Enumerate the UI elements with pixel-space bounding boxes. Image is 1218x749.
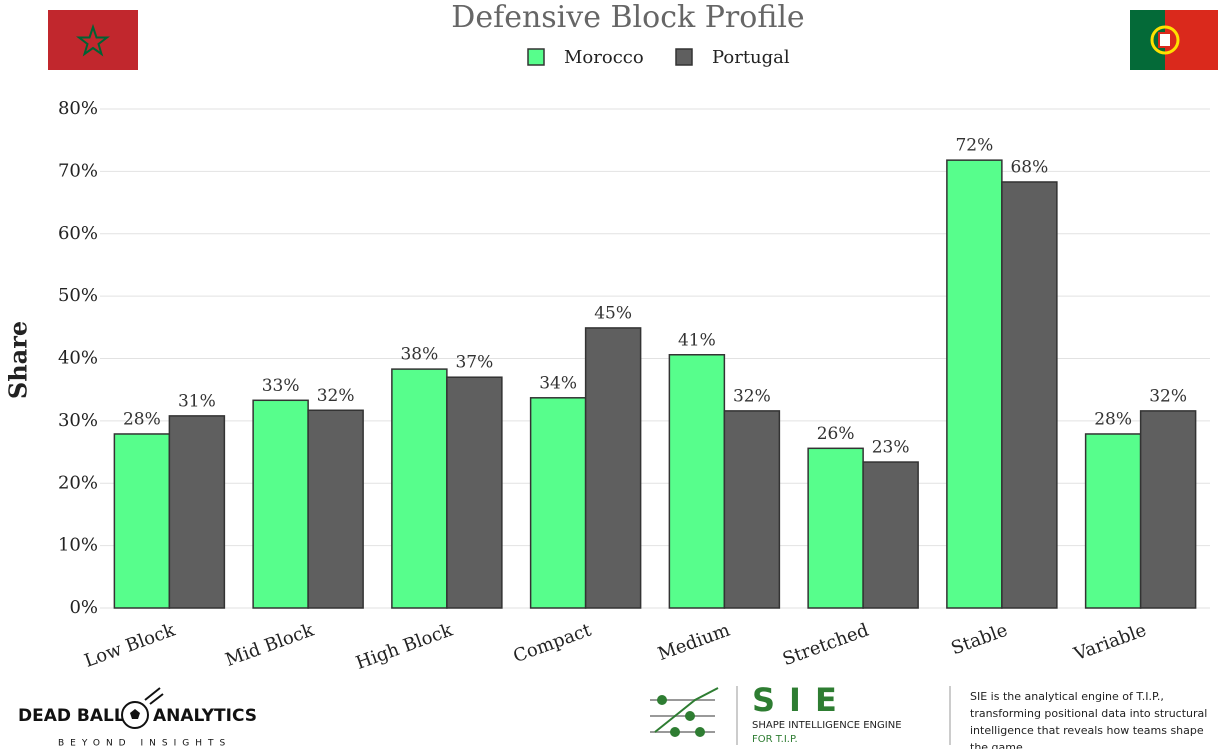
- value-label: 33%: [262, 376, 300, 396]
- y-axis-title: Share: [4, 321, 33, 399]
- bar: [862, 461, 919, 609]
- bar: [307, 409, 364, 609]
- bar: [113, 433, 171, 609]
- y-tick-label: 70%: [58, 160, 98, 181]
- y-tick-label: 10%: [58, 535, 98, 556]
- value-label: 41%: [678, 330, 716, 350]
- bar: [1084, 433, 1142, 609]
- legend-label: Morocco: [564, 47, 644, 68]
- x-tick-label: Stable: [948, 620, 1010, 660]
- x-tick-label: High Block: [353, 619, 456, 674]
- value-label: 38%: [400, 345, 438, 365]
- x-tick-label: Mid Block: [223, 619, 318, 671]
- bar: [252, 399, 309, 609]
- y-tick-label: 50%: [58, 285, 98, 306]
- bar: [168, 415, 226, 609]
- morocco-flag: [48, 10, 138, 70]
- y-tick-label: 30%: [58, 410, 98, 431]
- x-tick-label: Variable: [1070, 620, 1149, 666]
- tagline: BEYOND INSIGHTS: [58, 739, 231, 749]
- value-label: 23%: [872, 438, 910, 458]
- value-label: 28%: [123, 409, 161, 429]
- legend-label: Portugal: [712, 47, 790, 68]
- y-tick-label: 20%: [58, 472, 98, 493]
- value-label: 32%: [733, 386, 771, 406]
- bar: [668, 354, 726, 609]
- description: SIE is the analytical engine of T.I.P., …: [970, 690, 1208, 749]
- value-label: 68%: [1010, 157, 1048, 177]
- x-tick-label: Compact: [511, 619, 595, 667]
- brand-right: ANALYTICS: [153, 706, 257, 726]
- y-tick-label: 80%: [58, 98, 98, 119]
- bar: [946, 159, 1003, 609]
- bar: [1001, 181, 1058, 609]
- value-label: 72%: [955, 136, 993, 156]
- chart-title: Defensive Block Profile: [451, 0, 804, 35]
- bar: [446, 376, 503, 609]
- ball-lines: [144, 687, 164, 705]
- bar: [1139, 410, 1197, 609]
- bar: [529, 397, 587, 609]
- portugal-flag: [1130, 10, 1218, 70]
- sie-icon: [650, 687, 719, 737]
- ball-icon-patch: [130, 709, 140, 719]
- sie-name: SHAPE INTELLIGENCE ENGINE: [752, 720, 902, 731]
- bar: [391, 368, 448, 609]
- x-tick-label: Low Block: [82, 619, 179, 672]
- sie-logo: SIE: [752, 681, 851, 719]
- legend-swatch: [675, 48, 693, 66]
- value-label: 31%: [178, 391, 216, 411]
- y-tick-label: 40%: [58, 348, 98, 369]
- legend-swatch: [527, 48, 545, 66]
- sie-for: FOR T.I.P.: [752, 734, 798, 745]
- x-tick-label: Medium: [655, 620, 733, 665]
- bar: [584, 327, 642, 609]
- value-label: 34%: [539, 373, 577, 393]
- value-label: 26%: [817, 424, 855, 444]
- value-label: 45%: [594, 303, 632, 323]
- value-label: 32%: [1149, 386, 1187, 406]
- y-tick-label: 60%: [58, 223, 98, 244]
- value-label: 28%: [1094, 409, 1132, 429]
- y-tick-label: 0%: [69, 597, 98, 618]
- value-label: 32%: [317, 386, 355, 406]
- bar: [807, 447, 864, 609]
- x-tick-label: Stretched: [780, 620, 872, 670]
- bar: [723, 410, 781, 609]
- value-label: 37%: [455, 353, 493, 373]
- brand-left: DEAD BALL: [18, 706, 125, 726]
